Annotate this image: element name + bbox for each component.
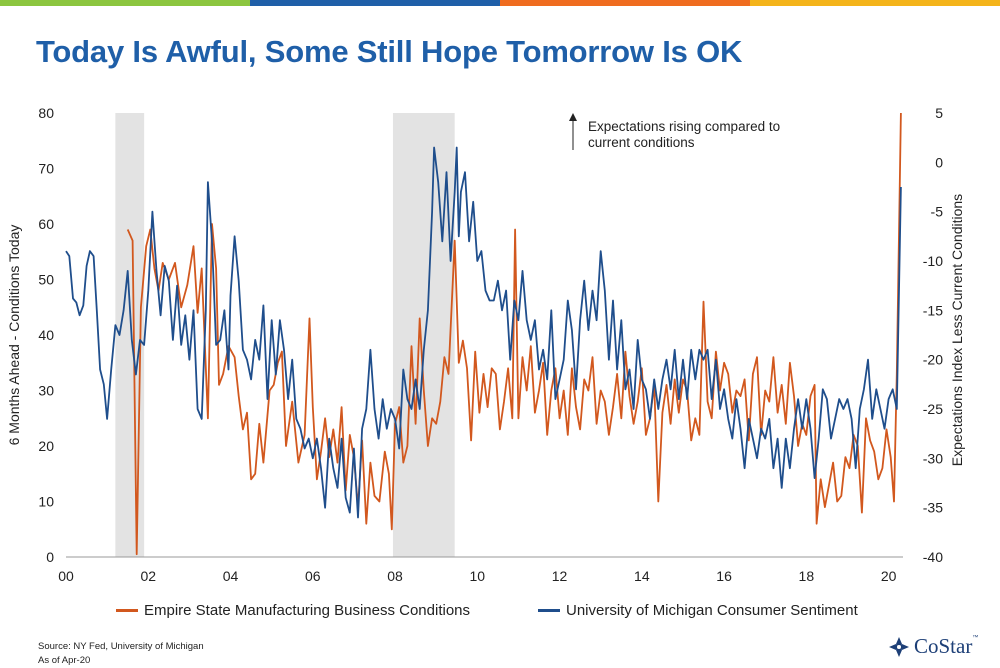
y-tick-label-right: -40 xyxy=(923,549,943,565)
brand-bar-green xyxy=(0,0,250,6)
brand-color-bar xyxy=(0,0,1000,6)
x-tick-label: 14 xyxy=(634,568,650,584)
y-tick-label-right: -35 xyxy=(923,500,943,516)
y-tick-label-left: 70 xyxy=(38,161,54,177)
legend-label-empire-state: Empire State Manufacturing Business Cond… xyxy=(144,602,471,619)
page-title: Today Is Awful, Some Still Hope Tomorrow… xyxy=(36,34,743,69)
recession-band-1 xyxy=(392,113,455,557)
x-tick-label: 12 xyxy=(552,568,568,584)
series-line-michigan xyxy=(65,146,902,519)
costar-logo-tm: ™ xyxy=(972,634,979,641)
x-tick-label: 08 xyxy=(387,568,403,584)
legend-label-michigan: University of Michigan Consumer Sentimen… xyxy=(566,602,858,619)
annotation-arrow-head xyxy=(569,113,577,121)
annotation-text-line-1: Expectations rising compared to xyxy=(588,119,780,134)
y-tick-label-left: 10 xyxy=(38,494,54,510)
y-axis-title-right: Expectations Index Less Current Conditio… xyxy=(949,194,965,466)
y-axis-title-left: 6 Months Ahead - Conditions Today xyxy=(6,225,22,446)
legend-entry-michigan: University of Michigan Consumer Sentimen… xyxy=(538,602,858,619)
y-tick-label-right: -30 xyxy=(923,450,943,466)
brand-bar-yellow xyxy=(750,0,1000,6)
y-tick-label-right: 5 xyxy=(935,105,943,121)
y-tick-label-right: -20 xyxy=(923,352,943,368)
series-line-empire-state xyxy=(126,112,902,556)
chart-legend: Empire State Manufacturing Business Cond… xyxy=(0,602,1000,624)
y-tick-label-left: 0 xyxy=(46,549,54,565)
source-note: Source: NY Fed, University of Michigan A… xyxy=(38,640,204,668)
costar-star-icon xyxy=(889,636,909,657)
x-tick-label: 10 xyxy=(470,568,486,584)
y-tick-label-left: 50 xyxy=(38,272,54,288)
x-tick-label: 16 xyxy=(716,568,732,584)
legend-swatch-orange xyxy=(116,609,138,612)
x-tick-label: 18 xyxy=(799,568,815,584)
brand-bar-orange xyxy=(500,0,750,6)
x-tick-label: 06 xyxy=(305,568,321,584)
source-line: Source: NY Fed, University of Michigan xyxy=(38,641,204,652)
y-tick-label-right: -10 xyxy=(923,253,943,269)
legend-swatch-blue xyxy=(538,609,560,612)
x-tick-label: 00 xyxy=(58,568,74,584)
y-tick-label-right: -5 xyxy=(931,204,944,220)
legend-entry-empire-state: Empire State Manufacturing Business Cond… xyxy=(116,602,470,619)
y-tick-label-right: 0 xyxy=(935,154,943,170)
asof-line: As of Apr-20 xyxy=(38,655,91,666)
x-tick-label: 04 xyxy=(223,568,239,584)
costar-logo: CoStar ™ xyxy=(888,634,978,659)
y-tick-label-left: 80 xyxy=(38,105,54,121)
y-tick-label-left: 40 xyxy=(38,327,54,343)
x-tick-label: 20 xyxy=(881,568,897,584)
brand-bar-blue xyxy=(250,0,500,6)
y-tick-label-left: 30 xyxy=(38,383,54,399)
y-tick-label-left: 60 xyxy=(38,216,54,232)
y-tick-label-left: 20 xyxy=(38,438,54,454)
costar-logo-text: CoStar xyxy=(914,634,973,658)
x-tick-label: 02 xyxy=(140,568,156,584)
y-tick-label-right: -25 xyxy=(923,401,943,417)
y-tick-label-right: -15 xyxy=(923,302,943,318)
annotation-text-line-2: current conditions xyxy=(588,135,695,150)
